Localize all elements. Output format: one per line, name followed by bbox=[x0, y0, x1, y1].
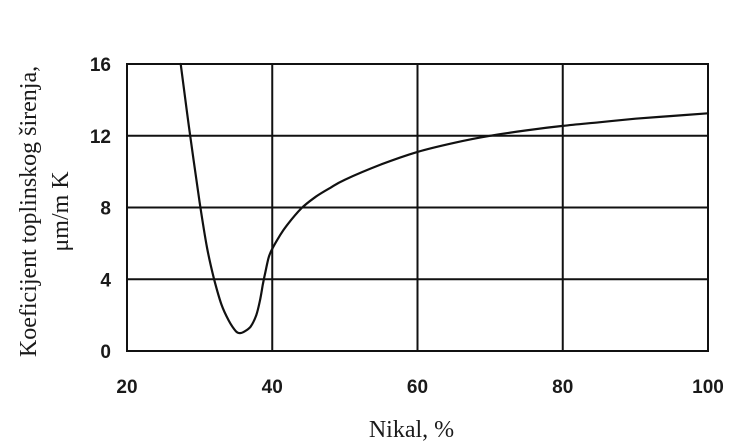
plot-frame bbox=[126, 63, 709, 352]
y-axis-label-line-2: μm/m K bbox=[48, 171, 74, 252]
x-tick-label: 20 bbox=[116, 377, 137, 398]
y-tick-label: 16 bbox=[90, 55, 111, 76]
y-tick-labels: 0 4 8 12 16 bbox=[90, 55, 112, 363]
x-tick-labels: 20 40 60 80 100 bbox=[116, 377, 723, 398]
y-tick-label: 4 bbox=[100, 270, 111, 291]
y-tick-label: 8 bbox=[100, 199, 111, 220]
x-tick-label: 80 bbox=[552, 377, 573, 398]
x-tick-label: 40 bbox=[262, 377, 283, 398]
y-axis-label-line-1: Koeficijent toplinskog širenja, bbox=[16, 66, 42, 357]
x-axis-label: Nikal, % bbox=[369, 417, 454, 443]
x-tick-label: 100 bbox=[692, 377, 724, 398]
grid-lines bbox=[127, 64, 708, 351]
expansion-curve bbox=[179, 62, 710, 335]
y-tick-label: 12 bbox=[90, 127, 111, 148]
x-tick-label: 60 bbox=[407, 377, 428, 398]
y-tick-label: 0 bbox=[100, 342, 111, 363]
